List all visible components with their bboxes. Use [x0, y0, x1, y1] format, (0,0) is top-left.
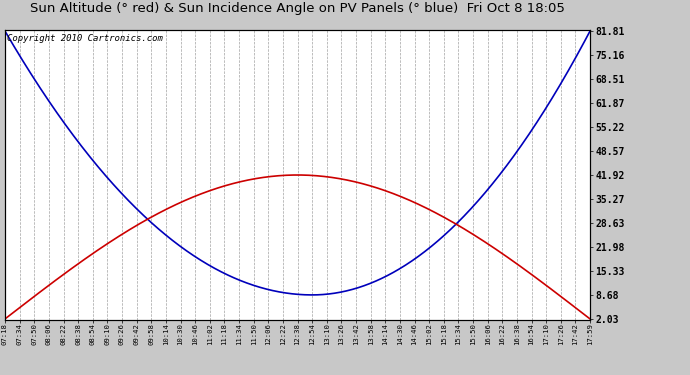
Text: Copyright 2010 Cartronics.com: Copyright 2010 Cartronics.com — [7, 34, 163, 44]
Text: Sun Altitude (° red) & Sun Incidence Angle on PV Panels (° blue)  Fri Oct 8 18:0: Sun Altitude (° red) & Sun Incidence Ang… — [30, 2, 565, 15]
